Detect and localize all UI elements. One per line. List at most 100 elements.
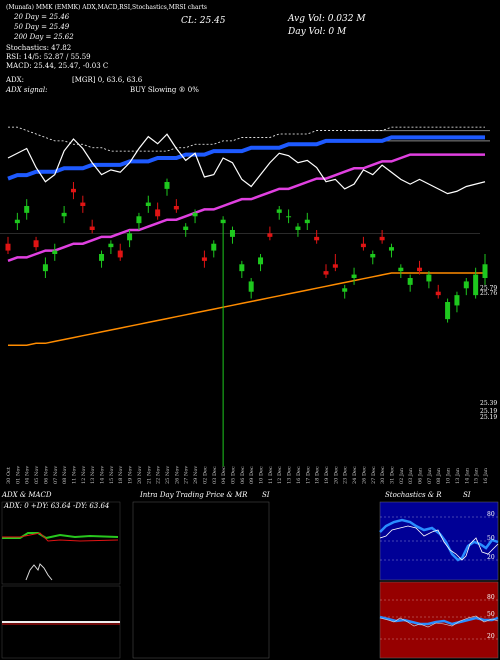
date-label: 20 Dec (333, 466, 339, 484)
price-label-low2: 25.19 (480, 408, 498, 415)
intraday-title: Intra Day Trading Price & MR (140, 491, 248, 499)
ema20-label: 20 Day = 25.46 (14, 13, 70, 21)
adx-panel (1, 501, 121, 585)
price-label-low3: 25.19 (480, 414, 498, 421)
intraday-si: SI (262, 491, 270, 499)
mrsi-tick-50: 50 (487, 611, 495, 618)
date-label: 26 Nov (174, 466, 180, 484)
date-label: 13 Dec (287, 466, 293, 484)
price-label-low1: 25.39 (480, 400, 498, 407)
candle-body (33, 240, 39, 248)
candle-body (463, 281, 469, 289)
candle-body (192, 212, 198, 217)
date-label: 06 Nov (43, 466, 49, 484)
candle-body (70, 188, 76, 193)
close-price: CL: 25.45 (181, 16, 226, 26)
stochastics-readout: Stochastics: 47.82 (6, 44, 72, 52)
date-label: 26 Dec (361, 466, 367, 484)
intraday-panel (132, 501, 270, 659)
stoch-d-line (379, 525, 499, 561)
date-label: 22 Nov (156, 466, 162, 484)
date-label: 11 Dec (268, 466, 274, 484)
candle-body (220, 219, 226, 224)
adx-value: [MGR] 0, 63.6, 63.6 (72, 76, 143, 84)
candle-body (454, 295, 460, 306)
date-label: 27 Nov (184, 466, 190, 484)
mrsi-tick-20: 20 (487, 633, 495, 640)
mrsi-line (7, 133, 486, 195)
ema50-line (7, 135, 485, 181)
date-label: 13 Jan (455, 467, 461, 484)
mrsi-tick-80: 80 (487, 594, 495, 601)
candle-body (80, 202, 86, 206)
date-label: 16 Dec (296, 466, 302, 484)
candle-body (201, 257, 207, 261)
date-label: 23 Dec (343, 466, 349, 484)
candle-body (248, 281, 254, 292)
date-label: 13 Nov (90, 466, 96, 484)
day-volume: Day Vol: 0 M (288, 27, 347, 37)
date-label: 05 Nov (34, 466, 40, 484)
candle-body (360, 243, 366, 248)
date-label: 03 Jan (408, 467, 414, 484)
candle-body (52, 250, 58, 254)
candle-body (117, 250, 123, 258)
adx-macd-title: ADX & MACD (2, 491, 52, 499)
candle-body (173, 206, 179, 210)
candle-body (332, 264, 338, 268)
candle-body (5, 243, 11, 251)
candle-body (407, 278, 413, 285)
rsi-readout: RSI: 14/5: 52.87 / 55.59 (6, 53, 91, 61)
date-label: 27 Dec (371, 466, 377, 484)
candle-body (108, 243, 114, 248)
candle-body (229, 230, 235, 237)
date-label: 08 Jan (436, 467, 442, 484)
candle-body (482, 264, 488, 278)
date-label: 15 Nov (109, 466, 115, 484)
candle-body (61, 212, 67, 217)
candle-body (89, 226, 95, 230)
date-label: 24 Dec (352, 466, 358, 484)
candle-body (127, 233, 133, 241)
date-label: 17 Dec (305, 466, 311, 484)
adx-red-line (2, 532, 119, 542)
candle-body (286, 216, 292, 218)
candle-body (304, 219, 310, 224)
date-label: 16 Jan (483, 467, 489, 484)
date-label: 19 Nov (128, 466, 134, 484)
date-label: 09 Dec (249, 466, 255, 484)
candle-body (145, 202, 151, 206)
date-label: 10 Jan (446, 467, 452, 484)
candle-body (426, 274, 432, 282)
candle-body (164, 182, 170, 189)
candle-body (99, 254, 105, 261)
candle-body (136, 216, 142, 224)
price-label-top2: 25.76 (480, 290, 498, 297)
candle-body (473, 274, 479, 296)
candle-body (24, 206, 30, 213)
candle-body (435, 291, 441, 296)
date-label: 29 Nov (193, 466, 199, 484)
date-label: 21 Nov (146, 466, 152, 484)
header-title: (Munafa) MMK (EMMK) ADX,MACD,RSI,Stochas… (6, 4, 207, 11)
stoch-tick-50: 50 (487, 535, 495, 542)
candle-body (342, 288, 348, 292)
date-label: 08 Nov (62, 466, 68, 484)
adx-readout: ADX: 0 +DY: 63.64 -DY: 63.64 (4, 502, 110, 510)
candle-body (14, 219, 20, 224)
candle-body (42, 264, 48, 272)
date-label: 14 Nov (100, 466, 106, 484)
date-label: 06 Dec (240, 466, 246, 484)
candle-body (314, 236, 320, 241)
mrsi-panel (379, 581, 499, 659)
candle-body (267, 233, 273, 237)
stoch-tick-20: 20 (487, 554, 495, 561)
adx-signal-label: ADX signal: (6, 86, 48, 94)
macd-readout: MACD: 25.44, 25.47, -0.03 C (6, 62, 109, 70)
candle-body (258, 257, 264, 265)
stochastics-title: Stochastics & R (385, 491, 442, 499)
date-label: 04 Dec (221, 466, 227, 484)
date-label: 07 Nov (53, 466, 59, 484)
price-label-top1: 25.79 (480, 285, 498, 292)
date-label: 05 Dec (230, 466, 236, 484)
